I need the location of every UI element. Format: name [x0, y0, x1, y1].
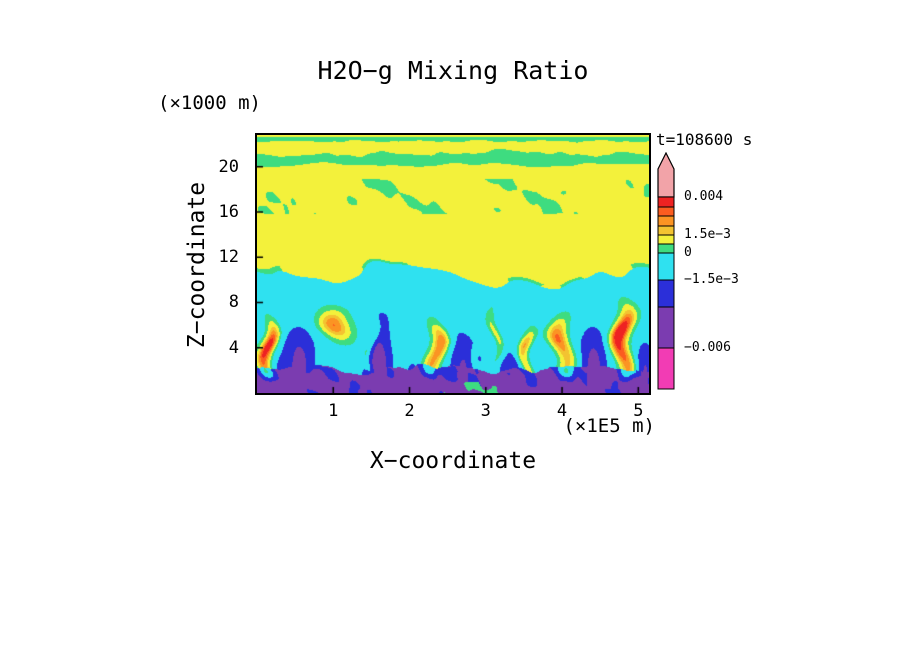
colorbar-segment — [657, 234, 675, 245]
colorbar-segment — [657, 225, 675, 236]
colorbar-tick-label: −0.006 — [684, 340, 731, 355]
colorbar-segment — [657, 279, 675, 308]
z-tick-label: 12 — [218, 247, 239, 268]
contour-field — [257, 135, 649, 393]
colorbar-segment — [657, 215, 675, 227]
x-tick-label: 2 — [404, 401, 415, 421]
z-tick-label: 4 — [228, 337, 239, 358]
x-axis-unit: (×1E5 m) — [563, 415, 655, 437]
colorbar-segment — [657, 243, 675, 254]
z-tick-label: 8 — [228, 292, 239, 313]
colorbar-tick-label: 1.5e−3 — [684, 227, 731, 242]
chart-title: H2O−g Mixing Ratio — [317, 56, 589, 85]
colorbar — [657, 151, 679, 392]
time-label: t=108600 s — [656, 130, 753, 149]
plot-area — [255, 133, 651, 395]
colorbar-segment — [657, 196, 675, 208]
z-tick-label: 20 — [218, 156, 239, 177]
x-tick-label: 4 — [556, 401, 568, 421]
colorbar-segment — [657, 347, 675, 390]
colorbar-tick-label: 0 — [684, 245, 692, 260]
colorbar-segment — [657, 306, 675, 349]
colorbar-arrow-tip — [657, 151, 675, 198]
x-tick-label: 5 — [633, 401, 644, 421]
x-axis-label: X−coordinate — [369, 448, 537, 474]
colorbar-segment — [657, 252, 675, 281]
x-tick-label: 1 — [328, 401, 339, 421]
colorbar-tick-label: 0.004 — [684, 189, 724, 204]
z-tick-label: 16 — [218, 201, 239, 222]
x-tick-label: 3 — [480, 401, 491, 421]
colorbar-scale — [657, 151, 675, 390]
colorbar-segment — [657, 206, 675, 217]
y-axis-unit: (×1000 m) — [158, 92, 261, 114]
colorbar-tick-label: −1.5e−3 — [684, 272, 739, 287]
